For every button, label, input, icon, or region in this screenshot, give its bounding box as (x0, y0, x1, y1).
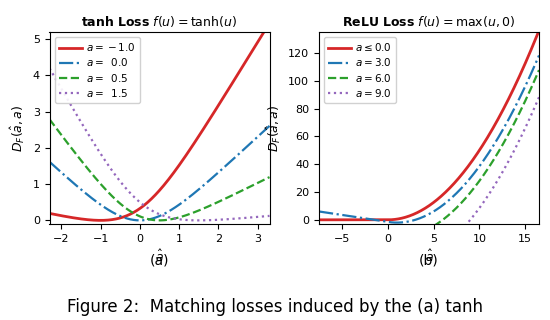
$a = 9.0$ (447, 239, 454, 243)
$a =\;\; 1.5$ (266, 214, 273, 218)
$a = -1.0$ (152, 193, 159, 196)
$a = 9.0$ (422, 256, 428, 260)
$a =\;\; 0.5$ (266, 175, 273, 179)
$a =\;\; 1.5$ (165, 215, 172, 219)
$a = 9.0$ (435, 248, 442, 252)
$a = 3.0$ (422, 214, 428, 218)
$a = 3.0$ (447, 197, 454, 201)
$a =\;\; 1.5$ (196, 219, 202, 222)
$a =\;\; 0.5$ (151, 218, 157, 222)
$a \leq 0.0$ (420, 207, 427, 211)
Line: $a =\;\; 0.5$: $a =\;\; 0.5$ (50, 119, 270, 220)
$a = 9.0$ (497, 175, 503, 179)
$a =\;\; 1.5$ (46, 66, 53, 70)
Y-axis label: $D_F(\hat{a}, a)$: $D_F(\hat{a}, a)$ (265, 104, 283, 152)
Text: (b): (b) (419, 254, 439, 268)
$a = 6.0$ (531, 79, 537, 83)
$a = -1.0$ (151, 194, 158, 198)
$a = -1.0$ (227, 84, 234, 88)
$a = 3.0$ (536, 53, 542, 57)
$a =\;\; 1.5$ (151, 210, 157, 214)
$a = 9.0$ (316, 251, 322, 255)
$a = 3.0$ (394, 221, 400, 225)
Line: $a =\;\; 0.0$: $a =\;\; 0.0$ (50, 126, 270, 220)
$a = -1.0$ (97, 219, 104, 222)
Title: $\mathbf{ReLU\ Loss}$ $f(u) = \max(u, 0)$: $\mathbf{ReLU\ Loss}$ $f(u) = \max(u, 0)… (342, 14, 516, 29)
$a \leq 0.0$ (316, 218, 322, 222)
$a = 6.0$ (447, 212, 454, 215)
$a =\;\; 0.0$ (151, 216, 158, 220)
$a = 3.0$ (316, 210, 322, 213)
Line: $a =\;\; 1.5$: $a =\;\; 1.5$ (50, 68, 270, 220)
$a =\;\; 0.5$ (261, 178, 268, 181)
$a =\;\; 0.5$ (46, 117, 53, 121)
X-axis label: $\hat{a}$: $\hat{a}$ (155, 249, 164, 265)
$a = 3.0$ (497, 133, 503, 137)
Line: $a = 9.0$: $a = 9.0$ (319, 97, 539, 264)
$a = 6.0$ (422, 229, 428, 233)
$a =\;\; 1.5$ (177, 218, 184, 221)
$a =\;\; 0.0$ (266, 124, 273, 128)
$a = 9.0$ (531, 107, 537, 110)
$a = -1.0$ (178, 161, 184, 165)
$a = 9.0$ (394, 262, 400, 266)
$a = -1.0$ (266, 21, 273, 25)
$a = 3.0$ (435, 206, 442, 210)
Y-axis label: $D_F(\hat{a}, a)$: $D_F(\hat{a}, a)$ (9, 104, 27, 152)
$a =\;\; 0.5$ (227, 194, 234, 198)
$a =\;\; 1.5$ (261, 214, 268, 218)
$a \leq 0.0$ (447, 186, 453, 190)
$a \leq 0.0$ (536, 28, 542, 32)
$a =\;\; 0.0$ (166, 209, 172, 213)
$a \leq 0.0$ (496, 115, 503, 119)
Legend: $a \leq 0.0$, $a = 3.0$, $a = 6.0$, $a = 9.0$: $a \leq 0.0$, $a = 3.0$, $a = 6.0$, $a =… (324, 37, 397, 103)
$a = 3.0$ (421, 215, 427, 219)
$a \leq 0.0$ (434, 197, 441, 201)
$a =\;\; 0.0$ (46, 160, 53, 164)
X-axis label: $\hat{a}$: $\hat{a}$ (425, 249, 433, 265)
$a = 9.0$ (421, 256, 427, 260)
$a =\;\; 0.5$ (178, 215, 184, 219)
$a = 6.0$ (536, 68, 542, 72)
Title: $\mathbf{tanh\ Loss}$ $f(u) = \tanh(u)$: $\mathbf{tanh\ Loss}$ $f(u) = \tanh(u)$ (81, 14, 238, 29)
$a =\;\; 0.0$ (261, 128, 268, 132)
$a =\;\; 0.5$ (152, 218, 158, 222)
$a =\;\; 0.0$ (227, 160, 234, 164)
$a = 9.0$ (536, 95, 542, 99)
$a =\;\; 0.0$ (152, 216, 159, 220)
$a = -1.0$ (166, 177, 172, 181)
$a =\;\; 0.0$ (136, 219, 143, 222)
$a \leq 0.0$ (530, 42, 537, 45)
Text: (a): (a) (150, 254, 169, 268)
$a =\;\; 0.0$ (178, 202, 184, 205)
Line: $a = -1.0$: $a = -1.0$ (50, 23, 270, 220)
$a =\;\; 0.5$ (156, 219, 163, 222)
$a = -1.0$ (261, 29, 268, 33)
$a \leq 0.0$ (421, 206, 428, 210)
$a =\;\; 1.5$ (152, 211, 158, 214)
Line: $a \leq 0.0$: $a \leq 0.0$ (319, 30, 539, 220)
$a = 6.0$ (435, 221, 442, 225)
$a =\;\; 0.5$ (166, 218, 172, 221)
$a = 3.0$ (531, 65, 537, 68)
$a = 6.0$ (421, 229, 427, 233)
$a = 6.0$ (394, 235, 400, 239)
$a = 6.0$ (316, 224, 322, 228)
Line: $a = 6.0$: $a = 6.0$ (319, 70, 539, 237)
$a =\;\; 1.5$ (227, 217, 234, 221)
Legend: $a = -1.0$, $a =\;\; 0.0$, $a =\;\; 0.5$, $a =\;\; 1.5$: $a = -1.0$, $a =\;\; 0.0$, $a =\;\; 0.5$… (54, 37, 140, 103)
Line: $a = 3.0$: $a = 3.0$ (319, 55, 539, 223)
Text: Figure 2:  Matching losses induced by the (a) tanh: Figure 2: Matching losses induced by the… (67, 298, 483, 316)
$a = 6.0$ (497, 148, 503, 152)
$a = -1.0$ (46, 212, 53, 215)
